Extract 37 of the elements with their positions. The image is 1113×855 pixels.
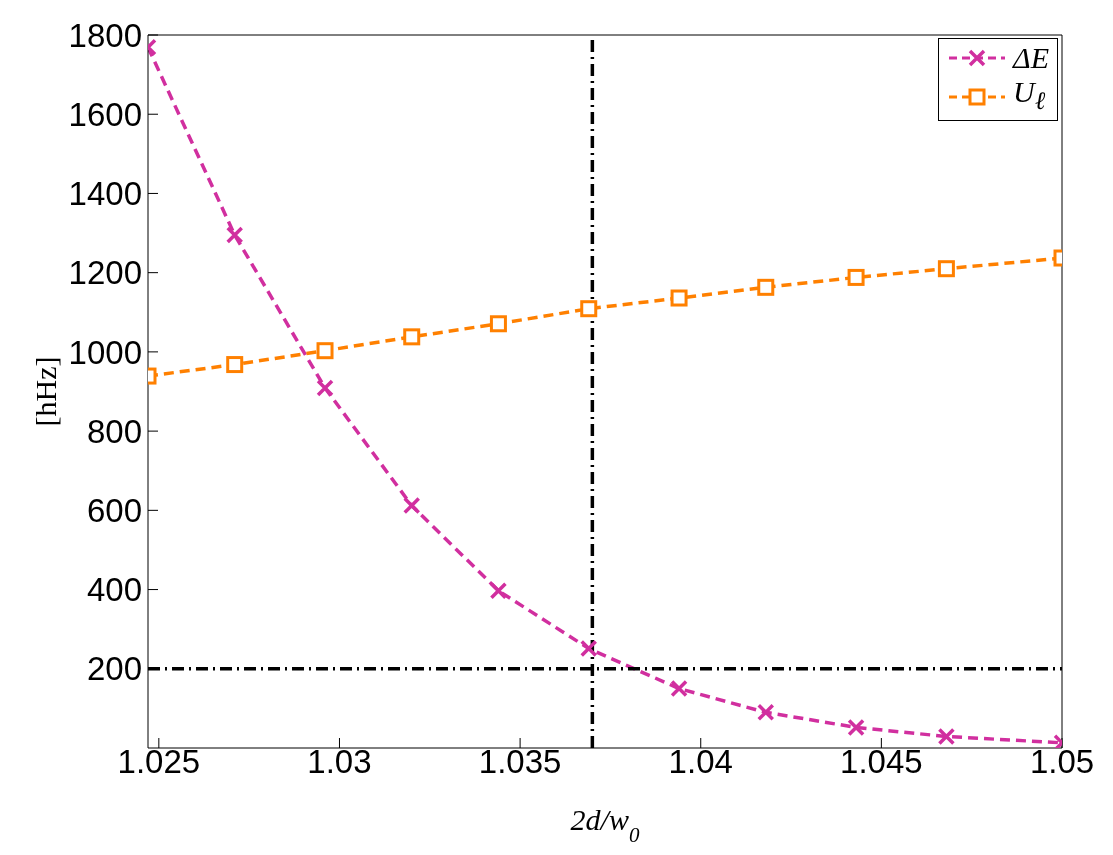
point: [847, 268, 865, 286]
legend-label: U$_{ℓ}$: [1013, 75, 1046, 114]
y-tick-label: 200: [86, 650, 142, 688]
point: [579, 639, 598, 658]
point: [847, 718, 865, 737]
point: [670, 289, 688, 307]
x-tick-label: 1.04: [668, 743, 733, 781]
point: [402, 496, 421, 515]
x-tick-label: 1.05: [1029, 743, 1095, 781]
point: [226, 356, 244, 374]
point: [489, 581, 508, 600]
point: [580, 300, 598, 318]
y-tick-label: 1200: [68, 254, 142, 292]
x-axis-title: 2d/w$_{0}$: [570, 803, 640, 847]
point: [225, 226, 244, 244]
point: [316, 379, 334, 397]
x-tick-label: 1.035: [478, 743, 562, 781]
point: [403, 328, 421, 346]
point: [489, 315, 507, 333]
y-tick-label: 1600: [68, 95, 142, 133]
x-tick-label: 1.045: [840, 743, 923, 781]
y-tick-label: 1400: [68, 175, 142, 213]
point: [937, 260, 955, 278]
y-tick-label: 600: [86, 492, 142, 530]
y-tick-label: 1000: [68, 333, 142, 371]
point: [757, 278, 775, 296]
y-tick-label: 400: [86, 571, 142, 609]
point: [316, 342, 334, 360]
y-axis-title: [hHz]: [29, 356, 62, 427]
point: [937, 727, 956, 746]
x-tick-label: 1.025: [117, 743, 201, 781]
x-tick-label: 1.03: [307, 743, 372, 781]
point: [757, 703, 775, 722]
y-tick-label: 1800: [68, 16, 142, 54]
legend-label: ΔE: [1013, 41, 1049, 74]
y-tick-label: 800: [86, 412, 142, 450]
point: [670, 679, 688, 698]
